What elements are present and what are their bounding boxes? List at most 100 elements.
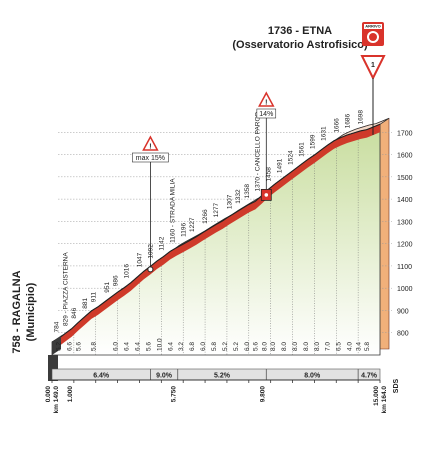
gradient-value: 5.6 xyxy=(145,342,152,351)
warning-mark: ! xyxy=(265,100,267,107)
spot-label: 1524 xyxy=(288,150,295,165)
callout-dot xyxy=(264,193,269,197)
gradient-value: 6.0 xyxy=(113,342,120,351)
avg-gradient-label: 5.2% xyxy=(214,373,231,380)
gradient-value: 8.0 xyxy=(281,342,288,351)
warning-icon xyxy=(258,91,275,107)
start-base-block xyxy=(48,355,58,381)
gradient-value: 5.6 xyxy=(253,342,260,351)
spot-label: 1332 xyxy=(235,189,242,204)
spot-label: 846 xyxy=(71,307,78,318)
spot-label: 1160 - STRADA MILIA xyxy=(169,178,176,243)
gradient-value: 5.8 xyxy=(91,342,98,351)
y-tick-label: 1700 xyxy=(397,130,413,137)
y-tick-label: 1300 xyxy=(397,219,413,226)
y-tick-label: 1000 xyxy=(397,286,413,293)
y-tick-label: 1600 xyxy=(397,153,413,160)
spot-label: 1307 xyxy=(226,194,233,209)
spot-label: 1458 xyxy=(266,167,273,182)
spot-label: 1561 xyxy=(298,142,305,157)
gradient-value: 8.0 xyxy=(261,342,268,351)
gradient-value: 5.8 xyxy=(211,342,218,351)
spot-label: 1698 xyxy=(358,110,365,125)
spot-label: 784 xyxy=(54,321,61,332)
callout-2: ! 14% xyxy=(256,91,277,201)
gradient-value: 6.0 xyxy=(200,342,207,351)
gradient-value: 8.0 xyxy=(292,342,299,351)
finish-title: 1736 - ETNA xyxy=(268,25,332,37)
warning-icon xyxy=(142,135,159,151)
km-mark-label: 0.000 xyxy=(45,386,52,403)
profile-line xyxy=(51,123,381,343)
last-km-flag-text: 1 xyxy=(371,62,375,69)
spot-label: 1599 xyxy=(309,134,316,149)
spot-label: 1047 xyxy=(137,252,144,267)
spot-label: 951 xyxy=(104,282,111,293)
gradient-value: 6.6 xyxy=(67,342,74,351)
y-tick-label: 800 xyxy=(397,331,409,338)
gradient-value: 10.0 xyxy=(156,338,163,351)
spot-label: 1358 xyxy=(244,184,251,199)
km-mark-label: km 164.0 xyxy=(381,386,388,414)
y-tick-label: 1200 xyxy=(397,242,413,249)
spot-label: 1666 xyxy=(333,118,340,133)
y-tick-label: 900 xyxy=(397,308,409,315)
spot-label: 1092 xyxy=(148,244,155,259)
avg-gradient-label: 9.0% xyxy=(156,373,173,380)
spot-label: 1491 xyxy=(277,158,284,173)
gradient-value: 5.2 xyxy=(222,342,229,351)
gradient-value: 6.8 xyxy=(189,342,196,351)
spot-label: 1196 xyxy=(180,223,187,237)
spot-label: 911 xyxy=(91,291,98,302)
spot-label: 1370 - CANCELLO PARCO xyxy=(255,112,262,192)
km-mark-label: 5.750 xyxy=(171,386,178,403)
gradient-value: 8.0 xyxy=(303,342,310,351)
spot-label: 1016 xyxy=(124,264,131,279)
gradient-value: 6.0 xyxy=(244,342,251,351)
finish-sign-text: ARRIVO xyxy=(365,24,381,29)
y-tick-label: 1100 xyxy=(397,264,412,271)
finish-subtitle: (Osservatorio Astrofisico) xyxy=(232,39,368,51)
sds-logo: SDS xyxy=(393,378,400,393)
y-tick-label: 1400 xyxy=(397,197,413,204)
gradient-value: 4.0 xyxy=(347,342,354,351)
km-mark-label: 1.000 xyxy=(67,386,74,403)
avg-gradient-label: 8.0% xyxy=(304,373,321,380)
last-km-flag-icon: 1 xyxy=(360,55,386,81)
spot-label: 829 - PIAZZA CISTERNA xyxy=(62,252,69,326)
gradient-value: 5.2 xyxy=(233,342,240,351)
callout-label: max 15% xyxy=(136,155,165,162)
callout-1: ! max 15% xyxy=(132,135,169,273)
profile-area xyxy=(51,123,381,356)
gradient-value: 6.4 xyxy=(124,342,131,351)
spot-label: 1277 xyxy=(213,202,220,217)
callout-point xyxy=(147,266,154,273)
gradient-value: 5.6 xyxy=(75,342,82,351)
start-side-face xyxy=(52,336,61,355)
gradient-value: 8.0 xyxy=(314,342,321,351)
callout-label: 14% xyxy=(259,111,273,118)
spot-label: 881 xyxy=(82,298,89,309)
avg-gradient-label: 4.7% xyxy=(361,373,378,380)
gradient-value: 6.5 xyxy=(336,342,343,351)
gradient-value: 3.2 xyxy=(178,342,185,351)
gradient-value: 8.0 xyxy=(270,342,277,351)
spot-label: 986 xyxy=(113,275,120,286)
avg-gradient-label: 6.4% xyxy=(93,373,110,380)
gradient-value: 6.4 xyxy=(134,342,141,351)
y-tick-label: 1500 xyxy=(397,175,413,182)
gradient-value: 3.4 xyxy=(355,342,362,351)
warning-mark: ! xyxy=(149,144,151,151)
spot-label: 1686 xyxy=(344,113,351,128)
gradient-value: 6.4 xyxy=(167,342,174,351)
spot-label: 1227 xyxy=(189,217,196,232)
finish-sign-icon: ARRIVO xyxy=(362,22,384,46)
spot-label: 1142 xyxy=(159,236,166,250)
km-mark-label: 9.800 xyxy=(259,386,266,403)
gradient-value: 7.0 xyxy=(325,342,332,351)
start-subtitle: (Municipio) xyxy=(25,282,37,341)
spot-label: 1266 xyxy=(202,209,209,224)
km-mark-label: 15.000 xyxy=(373,386,380,406)
